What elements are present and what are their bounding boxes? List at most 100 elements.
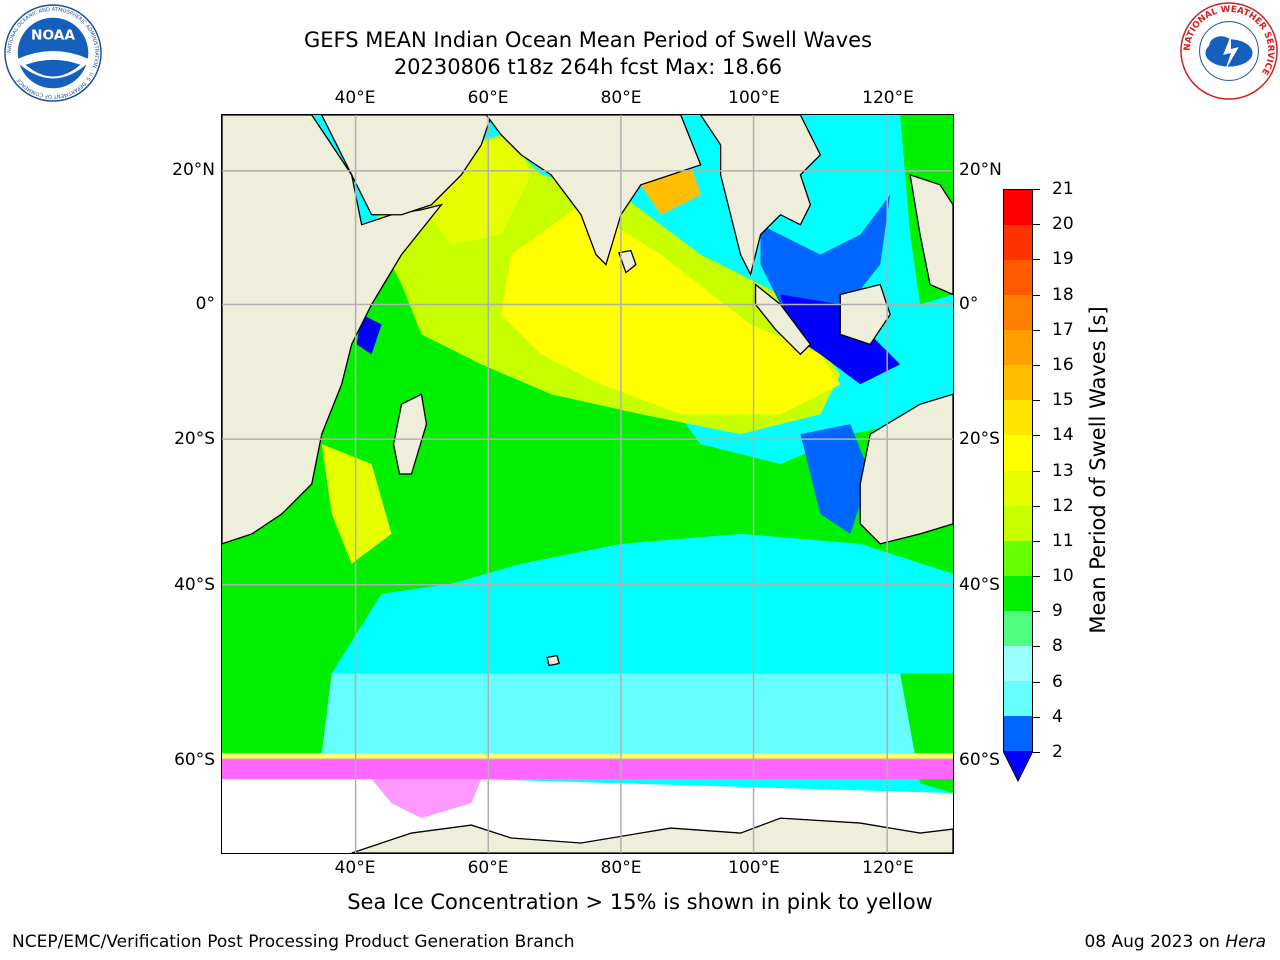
- swell-field-blue-africa: [356, 314, 382, 355]
- colorbar-tick-mark: [1033, 646, 1040, 648]
- colorbar-tick-label: 12: [1052, 495, 1074, 516]
- map-plot: [221, 114, 954, 854]
- lat-label-right: 60°S: [959, 750, 1000, 770]
- colorbar-tick-label: 14: [1052, 425, 1074, 446]
- colorbar-extend-arrow: [1003, 751, 1033, 783]
- colorbar-segment: [1004, 435, 1032, 472]
- colorbar-tick-label: 8: [1052, 636, 1063, 657]
- swell-field-yellow-sw: [321, 444, 392, 564]
- lat-label-left: 60°S: [174, 750, 215, 770]
- colorbar-segment: [1004, 295, 1032, 332]
- colorbar-tick-label: 13: [1052, 460, 1074, 481]
- colorbar-tick-label: 18: [1052, 284, 1074, 305]
- lon-label-top: 120°E: [862, 88, 914, 108]
- gridlines: [222, 115, 953, 853]
- sea-ice-band-yellow: [222, 753, 953, 760]
- land-india: [485, 115, 702, 266]
- lon-label-bottom: 40°E: [334, 858, 376, 878]
- swell-field-blue-australia: [800, 424, 871, 534]
- footer-credit: NCEP/EMC/Verification Post Processing Pr…: [12, 932, 575, 952]
- colorbar-segment: [1004, 645, 1032, 682]
- colorbar-segment: [1004, 575, 1032, 612]
- colorbar-tick-mark: [1033, 716, 1040, 718]
- footer-date: 08 Aug 2023 on Hera: [1084, 932, 1266, 952]
- colorbar-segment: [1004, 610, 1032, 647]
- noaa-text: NOAA: [31, 27, 75, 43]
- sea-ice-note: Sea Ice Concentration > 15% is shown in …: [347, 890, 933, 914]
- colorbar-tick-label: 6: [1052, 671, 1063, 692]
- colorbar-tick-label: 21: [1052, 179, 1074, 199]
- colorbar-tick-label: 2: [1052, 742, 1063, 762]
- colorbar-tick-mark: [1033, 329, 1040, 331]
- colorbar-segment: [1004, 540, 1032, 577]
- land-australia: [859, 393, 953, 545]
- swell-field-yellow: [501, 204, 841, 415]
- land-arabia: [321, 115, 492, 216]
- colorbar-tick-label: 10: [1052, 566, 1074, 587]
- footer-host: Hera: [1225, 932, 1266, 952]
- swell-field-deep-blue: [780, 294, 901, 385]
- land-sri-lanka: [618, 249, 637, 274]
- colorbar-tick-mark: [1033, 540, 1040, 542]
- colorbar-tick-label: 16: [1052, 354, 1074, 375]
- colorbar-tick-label: 20: [1052, 214, 1074, 235]
- colorbar-tick-mark: [1033, 505, 1040, 507]
- colorbar-tick-mark: [1033, 576, 1040, 578]
- lat-label-right: 20°N: [959, 160, 1002, 180]
- lon-label-top: 100°E: [728, 88, 780, 108]
- footer-date-text: 08 Aug 2023 on: [1084, 932, 1226, 952]
- colorbar-tick-label: 9: [1052, 601, 1063, 622]
- colorbar-tick-mark: [1033, 294, 1040, 296]
- lat-label-right: 40°S: [959, 575, 1000, 595]
- swell-field-yellow-arabian: [421, 134, 532, 245]
- lon-label-bottom: 100°E: [728, 858, 780, 878]
- land-borneo: [839, 283, 891, 346]
- colorbar-tick-mark: [1033, 470, 1040, 472]
- lon-label-top: 60°E: [467, 88, 509, 108]
- colorbar-label: Mean Period of Swell Waves [s]: [1086, 306, 1110, 634]
- colorbar-segment: [1004, 190, 1032, 226]
- lon-label-top: 80°E: [600, 88, 642, 108]
- colorbar-segment: [1004, 680, 1032, 717]
- lat-label-left: 40°S: [174, 575, 215, 595]
- land-madagascar: [392, 393, 428, 475]
- lat-label-right: 20°S: [959, 429, 1000, 449]
- colorbar-segment: [1004, 470, 1032, 507]
- lon-label-top: 40°E: [334, 88, 376, 108]
- chart-subtitle: 20230806 t18z 264h fcst Max: 18.66: [393, 55, 783, 79]
- colorbar-tick-mark: [1033, 681, 1040, 683]
- lat-label-right: 0°: [959, 294, 979, 314]
- lat-label-left: 0°: [195, 294, 215, 314]
- lon-label-bottom: 120°E: [862, 858, 914, 878]
- colorbar-tick-label: 17: [1052, 319, 1074, 340]
- nws-logo: NATIONAL WEATHER SERVICE: [1180, 2, 1278, 100]
- colorbar-tick-mark: [1033, 752, 1040, 753]
- chart-title: GEFS MEAN Indian Ocean Mean Period of Sw…: [303, 28, 873, 52]
- lat-label-left: 20°N: [172, 160, 215, 180]
- colorbar-segment: [1004, 505, 1032, 542]
- land-africa: [222, 115, 444, 545]
- colorbar-tick-mark: [1033, 364, 1040, 366]
- colorbar-segment: [1004, 225, 1032, 262]
- swell-field-green: [222, 264, 953, 754]
- land-antarctica: [351, 817, 953, 853]
- swell-field-orange-bay: [640, 164, 701, 215]
- land: [222, 115, 953, 853]
- colorbar-segment: [1004, 330, 1032, 367]
- swell-field-light-cyan: [222, 673, 953, 754]
- lon-label-bottom: 60°E: [467, 858, 509, 878]
- land-east: [909, 173, 953, 296]
- noaa-logo: NATIONAL OCEANIC AND ATMOSPHERIC ADMINIS…: [4, 4, 102, 102]
- colorbar: [1003, 189, 1033, 752]
- colorbar-tick-mark: [1033, 435, 1040, 437]
- colorbar-tick-mark: [1033, 400, 1040, 402]
- lat-label-left: 20°S: [174, 429, 215, 449]
- colorbar-segment: [1004, 260, 1032, 297]
- land-indochina: [699, 115, 822, 277]
- colorbar-tick-mark: [1033, 611, 1040, 613]
- colorbar-segment: [1004, 400, 1032, 437]
- colorbar-tick-label: 19: [1052, 249, 1074, 270]
- colorbar-tick-label: 11: [1052, 530, 1074, 551]
- lon-label-bottom: 80°E: [600, 858, 642, 878]
- land-kerguelen: [546, 654, 560, 667]
